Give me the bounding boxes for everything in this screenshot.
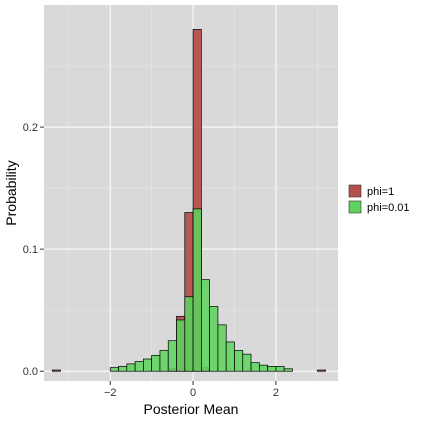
- bar-phi-0-01: [134, 361, 144, 372]
- bar-phi-0-01: [159, 350, 169, 372]
- y-tick-label: 0.0: [23, 366, 38, 378]
- bar-phi-0-01: [234, 350, 244, 372]
- bar-phi-0-01: [250, 362, 260, 372]
- legend-label-phi-1: phi=1: [367, 186, 394, 198]
- x-tick-label: −2: [104, 387, 117, 399]
- y-tick-label: 0.1: [23, 244, 38, 256]
- x-axis-ticks: −2 0 2: [104, 381, 279, 399]
- x-tick-label: 2: [273, 387, 279, 399]
- bar-phi-1: [316, 369, 326, 372]
- bar-phi-0-01: [201, 279, 210, 372]
- bar-phi-0-01: [258, 364, 268, 372]
- y-axis-ticks: 0.0 0.1 0.2: [23, 122, 44, 378]
- bar-phi-0-01: [267, 366, 277, 372]
- legend-key-phi-1: [348, 184, 362, 198]
- series-phi-0-01-bars: [109, 208, 293, 372]
- legend: phi=1 phi=0.01: [348, 184, 410, 214]
- bar-phi-0-01: [242, 353, 252, 372]
- bar-phi-0-01: [126, 363, 136, 372]
- x-tick-label: 0: [190, 387, 196, 399]
- bar-phi-0-01: [151, 355, 161, 372]
- y-tick-label: 0.2: [23, 122, 38, 134]
- bar-phi-0-01: [143, 358, 153, 372]
- bar-phi-0-01: [109, 367, 119, 372]
- bar-phi-0-01: [283, 368, 293, 372]
- bar-phi-0-01: [225, 341, 235, 372]
- bar-phi-0-01: [176, 319, 186, 372]
- bar-phi-0-01: [118, 366, 128, 372]
- legend-label-phi-0-01: phi=0.01: [367, 202, 410, 214]
- bar-phi-1: [51, 369, 61, 372]
- bar-phi-0-01: [209, 306, 219, 372]
- legend-key-phi-0-01: [348, 200, 362, 214]
- bar-phi-0-01: [192, 208, 202, 372]
- bar-phi-0-01: [275, 366, 285, 372]
- bar-phi-0-01: [184, 296, 194, 372]
- y-axis-title: Probability: [3, 160, 19, 225]
- bar-phi-0-01: [217, 324, 227, 372]
- bar-phi-0-01: [167, 340, 177, 372]
- x-axis-title: Posterior Mean: [144, 401, 239, 417]
- grid-minor: [44, 5, 338, 381]
